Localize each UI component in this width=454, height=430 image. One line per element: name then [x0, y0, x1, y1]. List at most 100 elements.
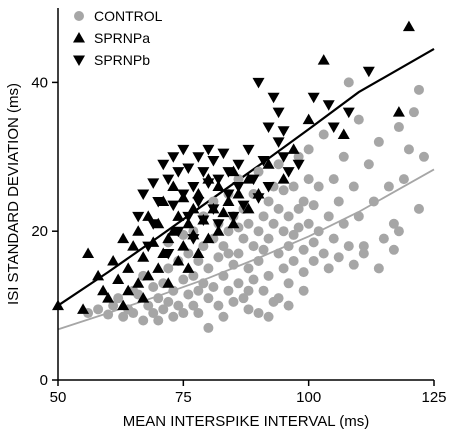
control-point — [248, 241, 259, 252]
sprnpb-point — [252, 193, 265, 204]
control-point — [408, 107, 419, 118]
control-point — [148, 308, 159, 319]
y-tick-label: 20 — [31, 223, 48, 240]
control-point — [263, 270, 274, 281]
control-point — [193, 285, 204, 296]
sprnpa-point — [122, 284, 135, 296]
control-point — [328, 233, 339, 244]
sprnpa-point — [132, 225, 145, 236]
sprnpb-point — [142, 241, 155, 253]
control-point — [418, 151, 429, 162]
sprnpb-point — [257, 156, 270, 167]
control-point — [193, 255, 204, 266]
control-point — [193, 308, 204, 319]
control-point — [258, 285, 269, 296]
control-point — [263, 196, 274, 207]
sprnpa-point — [222, 195, 235, 206]
control-point — [293, 203, 304, 214]
sprnpa-point — [262, 158, 275, 169]
control-point — [223, 248, 234, 259]
sprnpa-point — [142, 210, 155, 221]
control-point — [273, 159, 284, 170]
x-tick-label: 125 — [421, 389, 446, 406]
control-point — [253, 308, 264, 319]
control-point — [373, 263, 384, 274]
control-point — [308, 255, 319, 266]
sprnpb-point — [227, 211, 240, 223]
control-point — [148, 282, 159, 292]
sprnpb-point — [177, 144, 190, 156]
x-tick-label: 100 — [296, 389, 321, 406]
control-point — [318, 248, 329, 259]
control-point — [308, 237, 319, 248]
control-point — [188, 270, 199, 281]
sprnpa-point — [97, 284, 110, 296]
sprnpb-point — [152, 196, 165, 208]
control-point — [343, 241, 354, 252]
sprnpb-point — [202, 144, 215, 156]
control-point — [128, 308, 139, 319]
sprnpb-point — [167, 200, 180, 212]
sprnpa-point — [132, 277, 145, 288]
control-point — [333, 196, 344, 207]
control-point — [213, 252, 224, 263]
control-point — [358, 248, 369, 259]
control-point — [238, 233, 249, 244]
sprnpb-point — [207, 204, 220, 215]
sprnpa-point — [142, 269, 155, 281]
control-point — [298, 267, 309, 278]
series-control — [83, 77, 429, 333]
control-point — [278, 185, 289, 196]
control-point — [288, 229, 299, 240]
control-point — [293, 222, 304, 233]
sprnpa-point — [182, 217, 195, 229]
control-point — [243, 263, 254, 274]
sprnpb-point — [147, 178, 160, 189]
sprnpb-point — [252, 77, 265, 89]
sprnpa-point — [117, 299, 130, 311]
control-point — [348, 259, 359, 270]
control-point — [338, 151, 349, 162]
control-point — [168, 311, 179, 322]
sprnpb-point — [272, 107, 285, 119]
sprnpa-point — [112, 273, 125, 285]
sprnpa-point — [172, 254, 185, 266]
sprnpb-point — [232, 182, 245, 193]
sprnpb-point — [282, 167, 295, 178]
control-point — [263, 233, 274, 244]
legend-marker-sprnpa — [73, 32, 85, 43]
sprnpa-point — [242, 202, 255, 214]
control-point — [203, 293, 214, 304]
sprnpb-point — [167, 152, 180, 163]
control-point — [298, 196, 309, 207]
sprnpa-point — [137, 251, 150, 262]
control-point — [363, 159, 374, 170]
control-point — [233, 278, 244, 289]
control-point — [303, 144, 314, 155]
sprnpa-point — [117, 232, 130, 244]
control-point — [358, 241, 369, 252]
legend-marker-sprnpb — [73, 55, 85, 66]
control-point — [348, 181, 359, 192]
sprnpa-point — [127, 240, 140, 251]
control-point — [333, 252, 344, 263]
legend-label-control: CONTROL — [94, 8, 163, 24]
control-point — [223, 226, 234, 237]
control-point — [243, 285, 254, 296]
sprnpa-point — [162, 277, 175, 288]
control-point — [278, 263, 289, 274]
control-point — [393, 122, 404, 133]
sprnpa-point — [402, 20, 415, 32]
control-point — [183, 289, 194, 300]
control-point — [283, 300, 294, 311]
sprnpa-point — [212, 180, 225, 192]
sprnpa-point — [212, 225, 225, 236]
sprnpb-point — [202, 178, 215, 189]
sprnpb-point — [327, 122, 340, 134]
control-point — [278, 226, 289, 237]
control-point — [353, 211, 364, 222]
x-tick-label: 50 — [50, 389, 67, 406]
sprnpa-point — [277, 173, 290, 184]
sprnpa-point — [392, 106, 405, 117]
control-point — [253, 166, 264, 177]
